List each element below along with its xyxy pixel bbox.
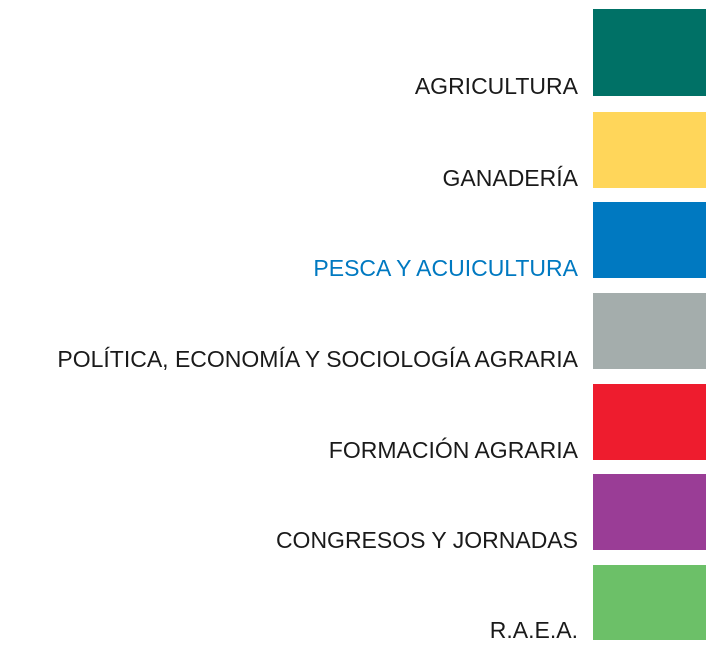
menu-item-label[interactable]: POLÍTICA, ECONOMÍA Y SOCIOLOGÍA AGRARIA <box>57 346 578 372</box>
menu-item-label[interactable]: CONGRESOS Y JORNADAS <box>276 527 578 553</box>
menu-swatch[interactable] <box>593 202 706 278</box>
menu-swatch[interactable] <box>593 565 706 640</box>
menu-item-label[interactable]: GANADERÍA <box>443 165 579 191</box>
menu-swatch[interactable] <box>593 474 706 550</box>
menu-item-label[interactable]: AGRICULTURA <box>415 73 579 99</box>
menu-swatch[interactable] <box>593 9 706 96</box>
menu-item-label[interactable]: R.A.E.A. <box>490 617 578 643</box>
menu-swatch[interactable] <box>593 112 706 188</box>
menu-item-label[interactable]: PESCA Y ACUICULTURA <box>313 255 578 281</box>
menu-swatch[interactable] <box>593 384 706 460</box>
menu-item-label[interactable]: FORMACIÓN AGRARIA <box>329 437 579 463</box>
menu-swatch[interactable] <box>593 293 706 369</box>
